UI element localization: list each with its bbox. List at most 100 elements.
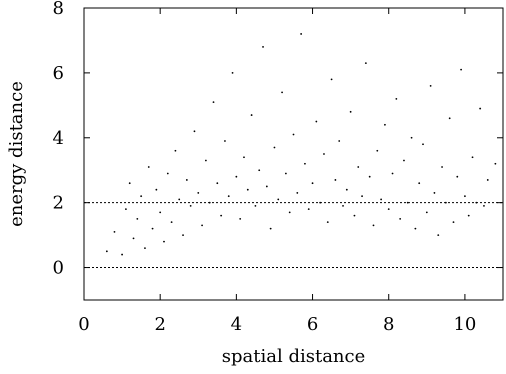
data-point [193,130,196,133]
data-point [349,110,352,113]
data-point [448,117,451,120]
reference-lines-layer [84,202,503,269]
data-point [170,221,173,224]
data-point [155,188,158,191]
data-point [422,143,424,146]
data-point [361,195,363,198]
y-tick-label: 6 [53,63,64,84]
data-point [338,140,341,142]
data-point [182,234,184,237]
data-point [441,166,443,168]
data-point [296,192,299,194]
data-point [326,221,329,224]
data-point [151,227,154,230]
data-point [433,192,436,194]
data-point [224,140,226,142]
y-tick-label: 0 [53,258,64,279]
axis-ticks-layer: 0 2 4 6 8 10 0 2 4 6 8 [53,0,503,335]
data-point [380,198,383,201]
data-point [201,224,203,227]
data-point [307,208,310,211]
data-point [395,97,398,100]
data-point [212,101,215,103]
x-tick-label: 4 [231,314,242,335]
x-tick-label: 6 [307,314,318,335]
x-tick-label: 0 [78,314,89,335]
data-point [483,205,485,207]
data-point [262,46,264,48]
data-point [323,153,325,155]
data-point [391,172,394,175]
data-point [342,205,344,207]
data-point [258,169,261,172]
data-point [144,247,146,249]
data-point [406,201,409,204]
data-point [273,146,276,149]
data-point [475,201,478,204]
data-point [277,198,280,201]
data-point [284,172,287,175]
data-point [460,68,462,71]
data-point [387,208,390,211]
data-point [418,182,421,185]
data-point [216,182,219,185]
data-point [231,71,234,74]
y-tick-label: 4 [53,128,64,149]
data-point [300,33,303,35]
data-point [304,162,306,165]
data-point [456,175,459,178]
data-point [246,188,249,191]
data-point [243,156,245,159]
data-point [163,240,165,243]
data-point [399,217,402,220]
data-point [452,221,455,224]
data-point [220,214,223,217]
data-point [174,149,177,152]
data-point [319,201,322,204]
data-point [315,120,318,123]
data-point [471,156,474,159]
data-point [281,91,283,94]
data-point [227,195,230,198]
data-point [372,224,375,227]
data-point [425,211,428,214]
data-point [265,185,268,188]
data-point [136,217,139,220]
y-axis-label: energy distance [6,81,27,227]
data-point [464,195,466,198]
data-point [376,149,379,152]
data-point [147,166,150,168]
data-point [437,234,440,237]
data-point [330,78,333,81]
data-point [345,188,348,191]
data-point [121,253,123,256]
data-point [113,230,116,233]
data-point [254,205,257,207]
data-point [410,136,413,139]
data-point [403,159,405,162]
data-point [185,179,188,181]
data-point [479,107,482,110]
data-point [364,62,367,65]
data-point [368,175,371,178]
data-point [159,211,162,214]
data-point [292,133,295,136]
data-point [105,250,108,253]
x-tick-label: 10 [453,314,476,335]
data-point [444,201,447,204]
data-point [269,227,272,230]
data-point [235,175,238,178]
data-point [414,227,417,230]
data-point [204,159,207,162]
data-point [250,114,253,116]
data-point [125,208,127,211]
data-point [384,123,386,126]
data-point [311,182,314,185]
data-point [166,172,169,175]
y-tick-label: 2 [53,193,64,214]
x-tick-label: 8 [383,314,394,335]
data-point [467,214,470,217]
data-point [288,211,291,214]
